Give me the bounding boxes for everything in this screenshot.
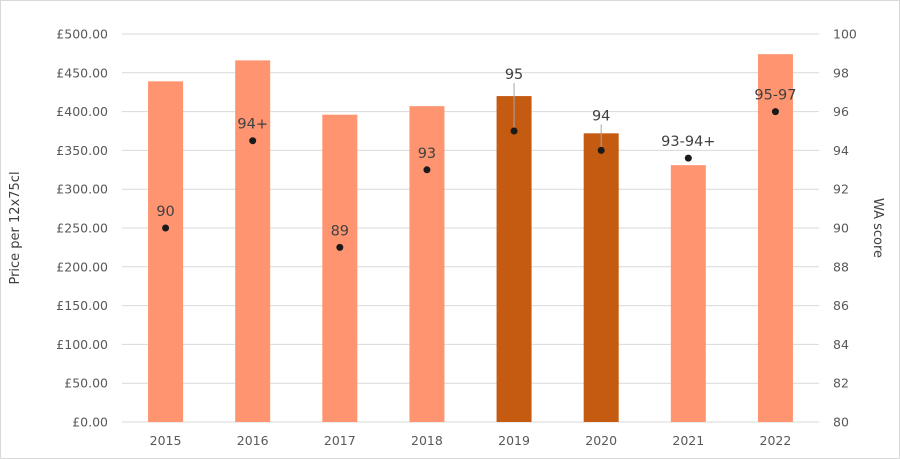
bar-2020 [583, 133, 619, 422]
score-labels: 90 94+ 89 93 95 94 93-94+ 95-97 [156, 67, 796, 239]
score-point [336, 243, 344, 251]
y2-tick-label: 88 [833, 259, 849, 274]
score-point [423, 166, 431, 174]
y-axis-left: £0.00 £50.00 £100.00 £150.00 £200.00 £250.00 £… [56, 27, 108, 430]
y2-tick-label: 98 [833, 65, 849, 80]
bar-2015 [148, 81, 184, 422]
x-tick-label: 2020 [585, 433, 617, 448]
bar-2022 [757, 54, 793, 423]
y2-tick-label: 90 [833, 221, 849, 236]
x-tick-label: 2016 [237, 433, 269, 448]
x-tick-label: 2017 [324, 433, 356, 448]
score-label: 95 [505, 67, 523, 83]
bar-2017 [322, 114, 358, 422]
score-point [162, 224, 170, 232]
y-axis-right: 80 82 84 86 88 90 92 94 96 98 100 [833, 27, 857, 430]
x-tick-label: 2018 [411, 433, 443, 448]
y-tick-label: £350.00 [56, 143, 108, 158]
y-tick-label: £100.00 [56, 337, 108, 352]
x-tick-label: 2021 [672, 433, 704, 448]
score-point [771, 108, 779, 116]
score-label: 95-97 [754, 88, 796, 104]
score-label: 94 [592, 108, 610, 124]
y-tick-label: £200.00 [56, 259, 108, 274]
y2-tick-label: 100 [833, 27, 857, 42]
y2-axis-title: WA score [870, 198, 885, 258]
x-tick-label: 2015 [150, 433, 182, 448]
score-point [510, 127, 518, 135]
x-tick-label: 2022 [760, 433, 792, 448]
leader-lines [513, 83, 602, 148]
y2-tick-label: 80 [833, 415, 849, 430]
score-label: 94+ [237, 117, 268, 133]
y-tick-label: £500.00 [56, 27, 108, 42]
y-tick-label: £50.00 [64, 376, 108, 391]
bar-2018 [409, 106, 445, 422]
y-tick-label: £250.00 [56, 221, 108, 236]
score-label: 89 [331, 223, 349, 239]
score-point [597, 146, 605, 154]
y2-tick-label: 86 [833, 298, 849, 313]
x-axis: 2015 2016 2017 2018 2019 2020 2021 2022 [150, 433, 792, 448]
y-tick-label: £400.00 [56, 104, 108, 119]
bars [148, 54, 793, 423]
score-label: 90 [156, 204, 174, 220]
bar-2019 [496, 96, 532, 422]
y2-tick-label: 94 [833, 143, 849, 158]
y-axis-title: Price per 12x75cl [8, 171, 23, 284]
x-tick-label: 2019 [498, 433, 530, 448]
y-tick-label: £300.00 [56, 182, 108, 197]
score-label: 93 [418, 146, 436, 162]
y-tick-label: £150.00 [56, 298, 108, 313]
y2-tick-label: 82 [833, 376, 849, 391]
y2-tick-label: 92 [833, 182, 849, 197]
y-tick-label: £450.00 [56, 65, 108, 80]
score-point [249, 137, 257, 145]
y2-tick-label: 84 [833, 337, 849, 352]
score-label: 93-94+ [661, 134, 715, 150]
gridlines [122, 33, 819, 423]
score-point [684, 154, 692, 162]
bar-2021 [670, 165, 706, 423]
y2-tick-label: 96 [833, 104, 849, 119]
score-points [162, 108, 779, 251]
bar-2016 [235, 60, 271, 422]
y-tick-label: £0.00 [72, 415, 108, 430]
